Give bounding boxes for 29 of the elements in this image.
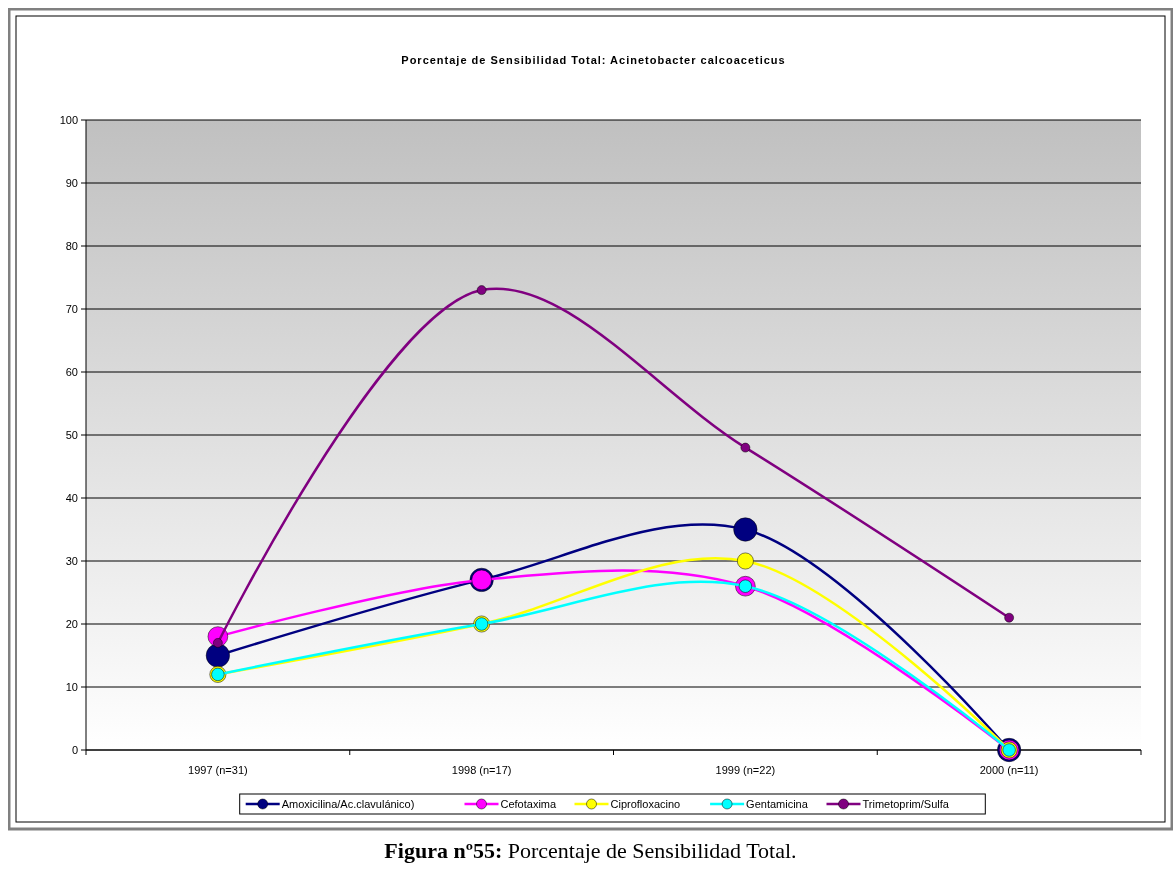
- chart-title: Porcentaje de Sensibilidad Total: Acinetobacter calcoaceticus: [401, 54, 786, 66]
- y-tick-label: 100: [59, 113, 78, 126]
- y-tick-label: 0: [71, 743, 78, 756]
- y-tick-label: 70: [65, 302, 78, 315]
- point: [205, 643, 230, 668]
- point: [1004, 612, 1014, 623]
- y-tick-label: 40: [65, 491, 78, 504]
- point: [740, 442, 751, 453]
- y-tick-label: 50: [65, 428, 78, 441]
- legend-label: Amoxicilina/Ac.clavulánico): [281, 797, 415, 810]
- legend-label: Ciprofloxacino: [610, 797, 681, 810]
- y-tick-label: 10: [65, 680, 78, 693]
- point: [476, 285, 487, 295]
- y-tick-label: 20: [65, 617, 78, 630]
- legend-label: Gentamicina: [746, 797, 809, 810]
- x-tick-label: 1997 (n=31): [188, 764, 248, 776]
- text: Figura nº55: Porcentaje de Sensibilidad Total.: [384, 838, 797, 863]
- x-tick-label: 1998 (n=17): [451, 764, 512, 776]
- x-tick-label: 2000 (n=11): [979, 764, 1039, 776]
- legend-label: Cefotaxima: [500, 797, 558, 810]
- y-tick-label: 60: [65, 365, 78, 378]
- x-tick-label: 1999 (n=22): [715, 764, 776, 776]
- y-tick-label: 30: [65, 554, 78, 567]
- y-tick-label: 90: [65, 176, 78, 189]
- legend-label: Trimetoprim/Sulfa: [862, 797, 950, 810]
- point: [213, 638, 223, 648]
- y-tick-label: 80: [65, 239, 78, 252]
- point: [737, 552, 754, 570]
- point: [733, 517, 758, 542]
